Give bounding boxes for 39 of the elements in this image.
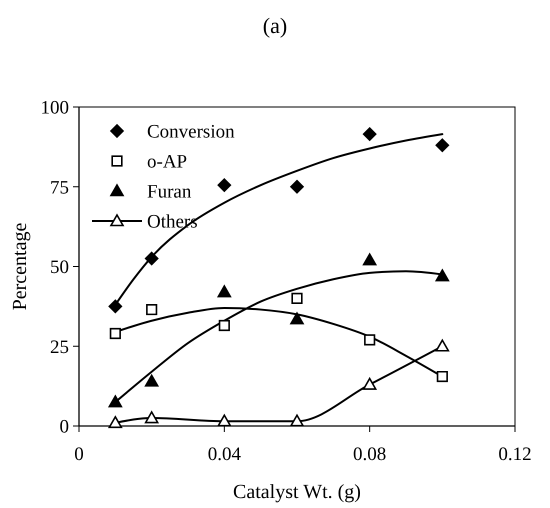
point [218,414,232,427]
point [108,416,122,428]
x-tick-label: 0.04 [208,444,242,465]
y-tick-label: 75 [50,177,69,198]
chart-title: (a) [262,13,288,38]
point [364,334,376,346]
point [290,180,304,194]
point [108,395,122,408]
point [110,328,121,340]
point [218,178,232,192]
point [362,253,376,266]
legend-label: o-AP [147,152,188,173]
y-tick-label: 50 [50,257,69,278]
point [436,339,450,352]
point [362,378,376,390]
y-tick-label: 100 [40,98,69,119]
point [146,304,158,316]
point [436,269,450,282]
y-axis-title: Percentage [9,222,31,310]
legend-label: Furan [147,182,192,203]
point [144,252,158,266]
x-tick-label: 0.08 [353,444,386,465]
point [108,300,122,314]
x-tick-label: 0.12 [498,444,532,465]
point [436,138,450,152]
point [218,320,230,332]
point [436,370,448,382]
x-axis-title: Catalyst Wt. (g) [233,481,361,503]
point [144,374,158,387]
point [144,411,158,424]
x-tick-label: 0 [74,444,84,465]
point [290,414,304,427]
point [291,292,303,304]
point [218,285,232,298]
point [290,312,304,324]
y-tick-label: 0 [60,416,69,438]
y-tick-label: 25 [50,336,69,358]
point [362,127,376,141]
legend-label: Conversion [147,122,236,143]
